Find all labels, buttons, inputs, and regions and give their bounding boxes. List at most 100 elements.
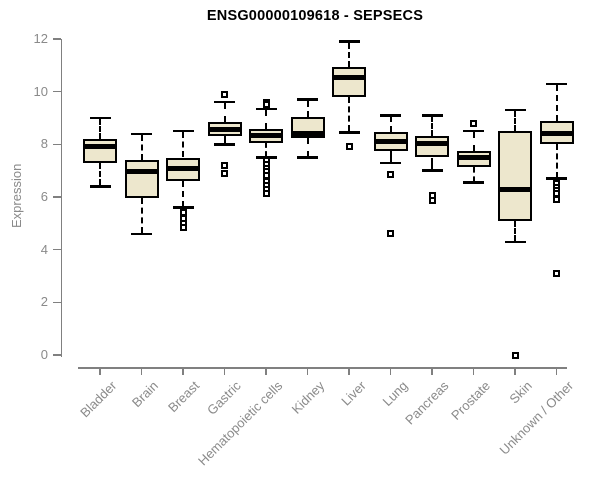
upper-whisker-cap <box>255 107 277 111</box>
upper-whisker-cap <box>380 114 401 117</box>
lower-whisker <box>306 137 309 157</box>
lower-whisker-cap <box>172 206 194 209</box>
median-line <box>290 131 325 137</box>
upper-whisker-cap <box>172 129 194 133</box>
upper-whisker <box>99 119 101 140</box>
upper-whisker <box>472 132 475 151</box>
x-tick-label: Gastric <box>204 378 245 418</box>
outlier-point <box>387 230 394 238</box>
median-line <box>498 186 532 192</box>
x-tick-label: Pancreas <box>402 378 452 428</box>
y-axis-line <box>60 39 62 357</box>
median-line <box>83 144 117 150</box>
x-axis-tick <box>389 368 392 375</box>
x-tick-label: Skin <box>506 378 535 407</box>
lower-whisker-cap <box>297 156 318 159</box>
y-tick-label: 12 <box>33 31 48 46</box>
x-tick-label: Unknown / Other <box>496 378 577 458</box>
x-tick-label: Brain <box>129 378 162 411</box>
outlier-point <box>221 161 228 169</box>
median-line <box>415 140 449 146</box>
upper-whisker <box>348 42 350 67</box>
outlier-point <box>553 269 560 277</box>
y-tick-label: 4 <box>40 241 48 257</box>
outlier-point <box>387 171 394 179</box>
box <box>332 66 366 97</box>
y-tick-label: 8 <box>40 136 48 152</box>
upper-whisker <box>389 116 392 133</box>
outlier-point <box>428 197 436 205</box>
outlier-point <box>221 169 228 177</box>
x-tick-label: Prostate <box>448 378 494 423</box>
lower-whisker-cap <box>89 185 111 188</box>
median-line <box>456 155 491 160</box>
upper-whisker-cap <box>131 132 152 136</box>
outlier-point <box>179 223 187 231</box>
upper-whisker-cap <box>214 100 235 104</box>
upper-whisker <box>223 103 226 122</box>
y-axis-tick <box>52 196 61 198</box>
outlier-point <box>553 196 560 204</box>
x-axis-tick <box>223 368 226 375</box>
upper-whisker-cap <box>338 40 360 43</box>
y-tick-label: 0 <box>40 347 48 362</box>
upper-whisker <box>514 111 516 132</box>
x-axis-tick <box>472 368 475 375</box>
y-axis-tick <box>52 38 61 40</box>
y-axis-tick <box>52 301 61 304</box>
upper-whisker <box>182 132 184 158</box>
lower-whisker-cap <box>214 143 235 146</box>
y-axis-tick <box>52 354 61 356</box>
median-line <box>249 132 283 138</box>
outlier-point <box>470 119 477 127</box>
x-axis-tick <box>99 368 101 375</box>
y-tick-label: 6 <box>40 189 48 204</box>
upper-whisker <box>140 134 143 161</box>
median-line <box>207 127 242 133</box>
x-axis-tick <box>348 368 350 375</box>
upper-whisker <box>306 100 309 117</box>
lower-whisker <box>99 162 101 186</box>
x-axis-tick <box>182 368 184 375</box>
lower-whisker <box>140 198 143 233</box>
y-axis-tick <box>52 143 61 146</box>
outlier-point <box>345 143 353 151</box>
y-tick-label: 10 <box>33 83 48 99</box>
lower-whisker-cap <box>380 161 401 165</box>
upper-whisker-cap <box>89 116 111 120</box>
outlier-point <box>262 101 270 109</box>
outlier-point <box>511 351 519 359</box>
lower-whisker <box>182 181 184 207</box>
upper-whisker <box>265 109 267 129</box>
median-line <box>373 139 408 145</box>
lower-whisker <box>389 150 392 162</box>
median-line <box>166 165 200 171</box>
x-axis-line <box>78 367 567 369</box>
x-tick-label: Kidney <box>288 378 328 417</box>
upper-whisker-cap <box>546 82 567 86</box>
lower-whisker <box>431 157 433 170</box>
x-axis-tick <box>306 368 309 375</box>
x-axis-tick <box>514 368 516 375</box>
outlier-point <box>553 189 560 197</box>
lower-whisker-cap <box>131 232 152 236</box>
lower-whisker-cap <box>463 181 484 184</box>
x-axis-tick <box>431 368 433 375</box>
x-tick-label: Lung <box>379 378 411 410</box>
upper-whisker <box>431 116 433 137</box>
outlier-point <box>221 90 228 98</box>
upper-whisker-cap <box>297 98 318 101</box>
lower-whisker <box>223 136 226 144</box>
median-line <box>124 169 159 175</box>
upper-whisker <box>555 84 558 121</box>
lower-whisker <box>555 144 558 178</box>
lower-whisker <box>348 96 350 132</box>
median-line <box>539 131 574 137</box>
box <box>124 160 159 199</box>
x-tick-label: Breast <box>165 378 203 416</box>
x-axis-tick <box>140 368 143 375</box>
upper-whisker-cap <box>504 108 526 112</box>
chart-title: ENSG00000109618 - SEPSECS <box>206 8 424 24</box>
y-axis-tick <box>52 248 61 251</box>
